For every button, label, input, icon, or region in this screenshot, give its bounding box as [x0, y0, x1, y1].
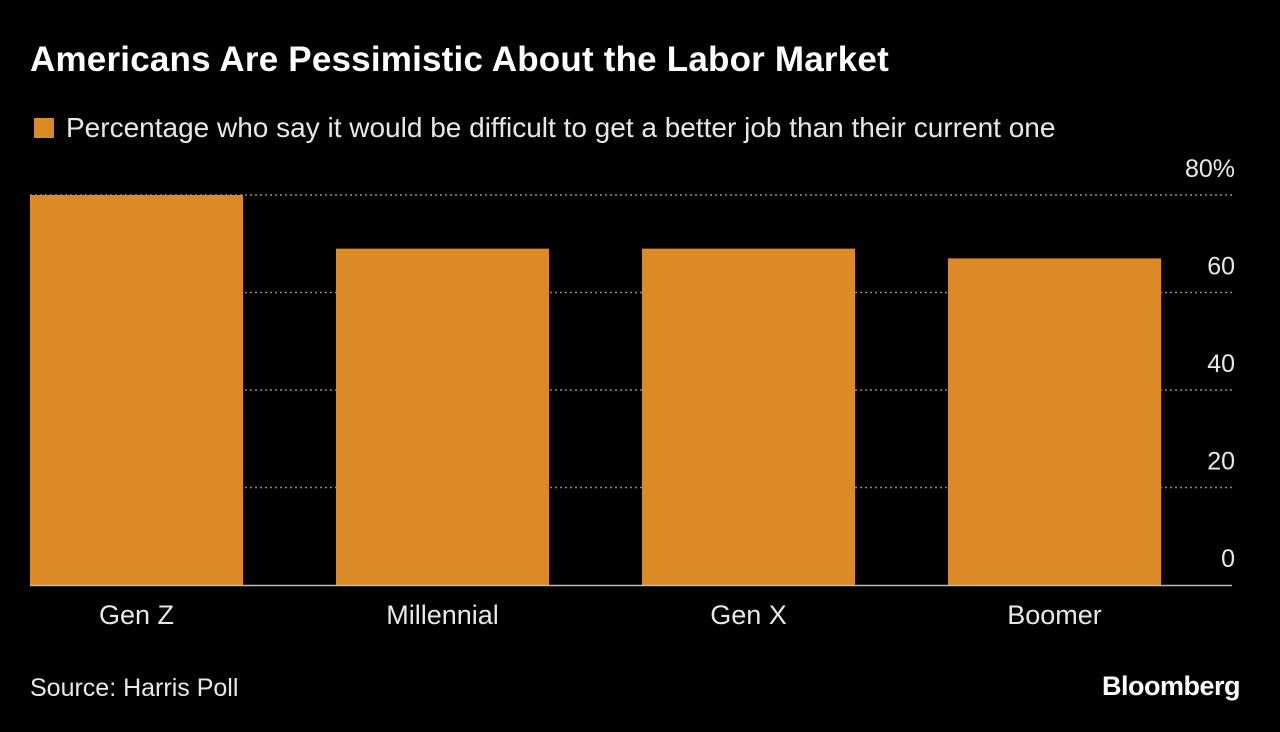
chart-title: Americans Are Pessimistic About the Labo… — [30, 40, 889, 79]
y-tick-label: 60 — [1207, 253, 1235, 281]
source-note: Source: Harris Poll — [30, 674, 239, 702]
legend: Percentage who say it would be difficult… — [34, 112, 1055, 144]
bar — [642, 248, 855, 585]
bar — [336, 248, 549, 585]
y-tick-label: 40 — [1207, 350, 1235, 378]
bar — [948, 258, 1161, 585]
legend-swatch — [34, 118, 54, 138]
y-tick-label: 20 — [1207, 448, 1235, 476]
bloomberg-logo: Bloomberg — [1101, 671, 1241, 701]
legend-label: Percentage who say it would be difficult… — [66, 112, 1056, 143]
y-tick-label: 0 — [1221, 545, 1235, 573]
bar — [30, 195, 243, 585]
y-tick-label: 80% — [1185, 155, 1235, 183]
x-tick-label: Millennial — [386, 600, 499, 630]
x-tick-label: Gen Z — [99, 600, 174, 630]
x-tick-label: Boomer — [1007, 600, 1102, 630]
x-tick-label: Gen X — [710, 600, 787, 630]
